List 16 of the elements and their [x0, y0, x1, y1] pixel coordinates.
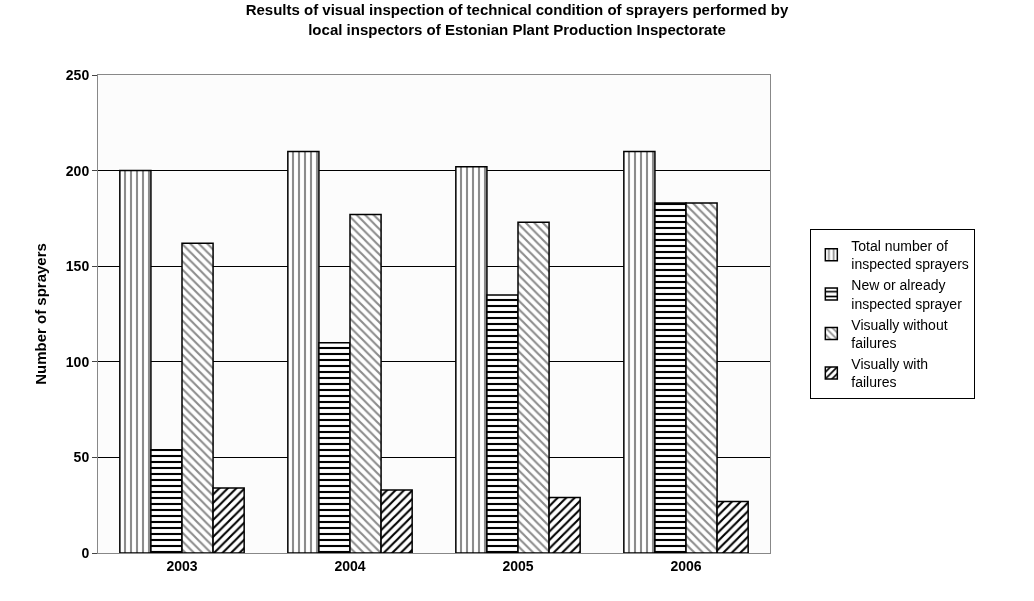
y-tick-label: 0: [81, 544, 90, 561]
text: Total number of inspected sprayers: [851, 238, 969, 273]
text: Visually with failures: [851, 356, 929, 391]
text: New or already inspected sprayer: [851, 277, 963, 312]
x-tick-label: 2005: [502, 557, 534, 574]
y-axis-title: Number of sprayers: [32, 243, 50, 385]
x-tick-label: 2004: [334, 557, 366, 574]
y-tick-label: 50: [73, 449, 90, 466]
x-tick-label: 2003: [166, 557, 198, 574]
text: Visually without failures: [851, 316, 948, 352]
y-tick-label: 200: [65, 162, 90, 179]
y-tick-label: 100: [65, 353, 90, 370]
x-tick-label: 2006: [670, 557, 702, 574]
chart-title: Results of visual inspection of technical condition of sprayers performed by local inspectors of Estonian Plant Production Inspectorate: [245, 1, 789, 38]
y-tick-label: 250: [65, 66, 90, 83]
y-tick-label: 150: [65, 258, 90, 275]
